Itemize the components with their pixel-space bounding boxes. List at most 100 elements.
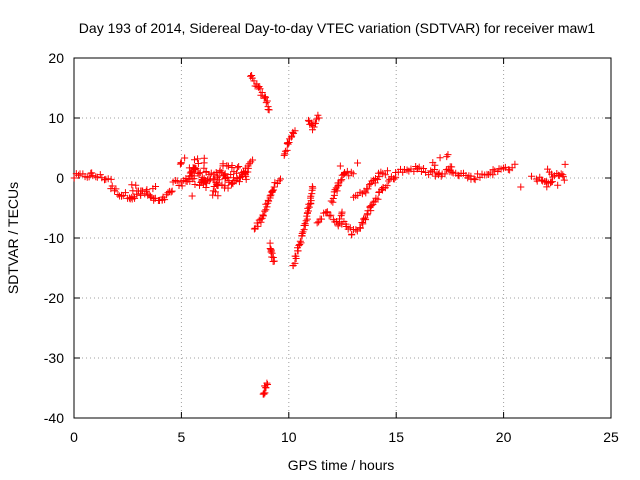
data-point [383, 182, 391, 190]
data-point [167, 188, 175, 196]
data-point [441, 170, 449, 178]
data-point [108, 182, 116, 190]
data-point [367, 207, 375, 215]
axis-ticks [73, 57, 612, 419]
data-point [173, 177, 181, 185]
data-point [403, 166, 411, 174]
data-point [196, 169, 204, 177]
data-point [228, 161, 236, 169]
data-point [354, 159, 362, 167]
data-point [291, 259, 299, 267]
data-point [249, 156, 257, 164]
data-point [276, 175, 284, 183]
y-tick-label: 20 [48, 50, 64, 66]
y-tick-label: -40 [44, 410, 64, 426]
data-point [268, 187, 276, 195]
data-point [343, 167, 351, 175]
data-point [329, 195, 337, 203]
data-point [294, 247, 302, 255]
data-point [196, 181, 204, 189]
data-point [133, 187, 141, 195]
data-point [309, 184, 317, 192]
data-point [189, 164, 197, 172]
data-point [415, 163, 423, 171]
data-point [241, 169, 249, 177]
x-tick-label: 15 [388, 429, 404, 445]
data-point [304, 116, 312, 124]
data-point [554, 181, 562, 189]
data-point [254, 222, 262, 230]
data-point [212, 179, 220, 187]
data-point [508, 164, 516, 172]
data-point [209, 175, 217, 183]
data-point [538, 176, 546, 184]
y-axis-label: SDTVAR / TECUs [5, 182, 21, 294]
data-point [336, 215, 344, 223]
data-point [425, 171, 433, 179]
data-point [436, 154, 444, 162]
data-point [190, 164, 198, 172]
data-point [283, 146, 291, 154]
data-point [443, 153, 451, 161]
data-point [345, 172, 353, 180]
data-point [262, 383, 270, 391]
data-point [301, 220, 309, 228]
data-point [235, 162, 243, 170]
data-point [470, 175, 478, 183]
data-point [364, 185, 372, 193]
data-point [233, 164, 241, 172]
data-point [211, 188, 219, 196]
data-point [261, 389, 269, 397]
data-point [366, 181, 374, 189]
data-point [446, 167, 454, 175]
data-point [337, 212, 345, 220]
data-point [131, 194, 139, 202]
data-point [260, 390, 268, 398]
data-point [305, 203, 313, 211]
data-point [236, 173, 244, 181]
data-point [262, 99, 270, 107]
data-point [235, 178, 243, 186]
data-point [381, 171, 389, 179]
data-point [548, 178, 556, 186]
data-point [362, 189, 370, 197]
data-point [427, 167, 435, 175]
data-point [143, 186, 151, 194]
data-point [265, 106, 273, 114]
x-tick-label: 0 [70, 429, 78, 445]
data-point [229, 174, 237, 182]
data-point [448, 163, 456, 171]
data-point [383, 167, 391, 175]
data-point [230, 168, 238, 176]
data-point [259, 212, 267, 220]
data-point [104, 175, 112, 183]
data-point [261, 207, 269, 215]
data-point [70, 174, 78, 182]
data-point [114, 191, 122, 199]
data-point [296, 241, 304, 249]
data-point [560, 176, 568, 184]
data-point [349, 170, 357, 178]
data-point [221, 170, 229, 178]
data-point [327, 211, 335, 219]
y-tick-label: -30 [44, 350, 64, 366]
data-point [356, 224, 364, 232]
data-point [256, 85, 264, 93]
data-point [489, 166, 497, 174]
x-axis-label: GPS time / hours [288, 457, 395, 473]
data-point [225, 177, 233, 185]
data-point [262, 94, 270, 102]
data-point [430, 165, 438, 173]
x-tick-label: 10 [281, 429, 297, 445]
data-point [544, 165, 552, 173]
data-point [338, 176, 346, 184]
data-point [359, 220, 367, 228]
x-tick-label: 25 [603, 429, 619, 445]
data-point [385, 177, 393, 185]
data-points [70, 72, 569, 398]
data-point [118, 192, 126, 200]
data-point [315, 114, 323, 122]
y-tick-label: -10 [44, 230, 64, 246]
data-point [89, 172, 97, 180]
data-point [197, 179, 205, 187]
